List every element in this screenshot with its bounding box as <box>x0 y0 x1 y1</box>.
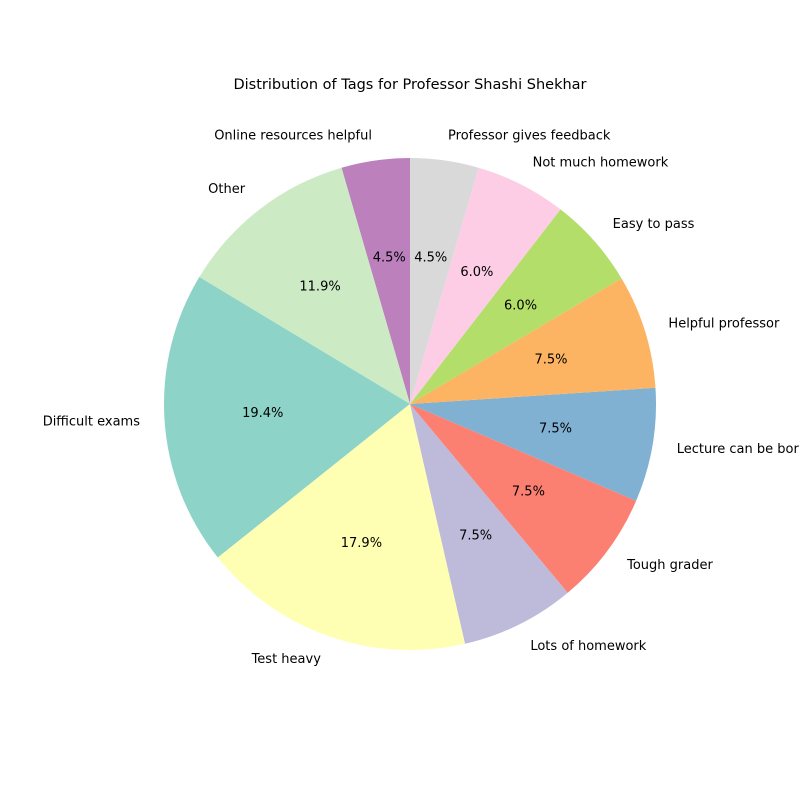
pct-label-not-much-homework: 6.0% <box>460 265 493 280</box>
pct-label-professor-gives-feedback: 4.5% <box>414 250 447 265</box>
pie-slice-helpful-professor <box>410 278 656 404</box>
pie-slice-test-heavy <box>217 404 466 651</box>
pct-label-other: 11.9% <box>299 279 340 294</box>
pie-slice-lecture-can-be-boring <box>410 387 657 501</box>
slice-label-difficult-exams: Difficult exams <box>43 414 141 429</box>
pct-label-difficult-exams: 19.4% <box>242 406 283 421</box>
pie-slice-difficult-exams <box>164 277 410 558</box>
pct-label-helpful-professor: 7.5% <box>534 353 567 368</box>
slice-label-lecture-can-be-boring: Lecture can be boring <box>677 442 800 457</box>
slice-label-other: Other <box>208 182 246 197</box>
pct-label-test-heavy: 17.9% <box>341 536 382 551</box>
slice-labels: Online resources helpful Other Difficult e… <box>43 129 800 667</box>
pie-slice-online-resources-helpful <box>341 158 410 404</box>
slice-label-easy-to-pass: Easy to pass <box>613 217 695 232</box>
pct-label-lots-of-homework: 7.5% <box>459 529 492 544</box>
pie-slice-not-much-homework <box>410 167 561 404</box>
slice-label-test-heavy: Test heavy <box>251 652 322 667</box>
pct-label-easy-to-pass: 6.0% <box>504 299 537 314</box>
slice-label-not-much-homework: Not much homework <box>533 155 669 170</box>
pct-label-tough-grader: 7.5% <box>512 485 545 500</box>
slice-label-lots-of-homework: Lots of homework <box>530 639 646 654</box>
slice-label-professor-gives-feedback: Professor gives feedback <box>448 129 611 144</box>
slice-label-helpful-professor: Helpful professor <box>668 316 780 331</box>
pie-slice-professor-gives-feedback <box>410 158 479 404</box>
pie-slice-other <box>199 167 410 404</box>
percent-labels: 4.5% 11.9% 19.4% 17.9% 7.5% 7.5% 7.5% 7.5% 6.0% 6… <box>242 250 572 551</box>
pct-label-online-resources-helpful: 4.5% <box>373 250 406 265</box>
pie-slice-easy-to-pass <box>410 209 622 404</box>
slice-label-tough-grader: Tough grader <box>626 558 713 573</box>
pct-label-lecture-can-be-boring: 7.5% <box>539 421 572 436</box>
pie-slices <box>164 158 657 651</box>
pie-slice-lots-of-homework <box>410 404 568 644</box>
slice-label-online-resources-helpful: Online resources helpful <box>214 129 372 144</box>
pie-slice-tough-grader <box>410 404 637 593</box>
chart-title: Distribution of Tags for Professor Shash… <box>233 77 586 93</box>
